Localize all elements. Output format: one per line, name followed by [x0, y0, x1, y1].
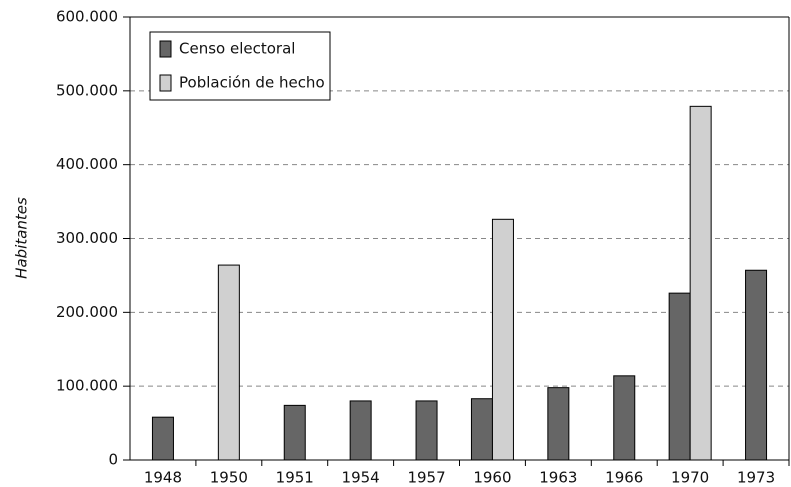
x-tick-label: 1950 — [210, 469, 248, 487]
x-tick-label: 1948 — [144, 469, 182, 487]
legend-swatch — [159, 40, 172, 58]
x-tick-label: 1951 — [276, 469, 314, 487]
bar — [217, 264, 240, 461]
bar — [415, 400, 438, 461]
bar — [491, 218, 514, 461]
x-tick-label: 1973 — [737, 469, 775, 487]
bar — [745, 269, 768, 461]
bar — [283, 404, 306, 461]
y-tick-label: 0 — [108, 451, 118, 469]
bar — [689, 105, 712, 461]
y-tick-label: 500.000 — [56, 81, 118, 99]
bar — [668, 292, 691, 461]
x-tick-label: 1957 — [407, 469, 445, 487]
legend-label: Población de hecho — [179, 74, 325, 92]
y-tick-label: 600.000 — [56, 8, 118, 26]
bar — [613, 375, 636, 461]
x-tick-label: 1954 — [342, 469, 380, 487]
x-tick-label: 1960 — [473, 469, 511, 487]
legend-box — [149, 31, 331, 101]
y-axis-label: Habitantes — [13, 197, 31, 279]
x-tick-label: 1970 — [671, 469, 709, 487]
bar — [349, 400, 372, 461]
y-tick-label: 200.000 — [56, 303, 118, 321]
x-tick-label: 1966 — [605, 469, 643, 487]
bar — [547, 387, 570, 461]
y-tick-label: 400.000 — [56, 155, 118, 173]
x-tick-label: 1963 — [539, 469, 577, 487]
bar — [151, 416, 174, 461]
y-tick-label: 300.000 — [56, 229, 118, 247]
bar — [470, 398, 493, 461]
y-tick-label: 100.000 — [56, 377, 118, 395]
legend-swatch — [159, 74, 172, 92]
legend-label: Censo electoral — [179, 40, 295, 58]
